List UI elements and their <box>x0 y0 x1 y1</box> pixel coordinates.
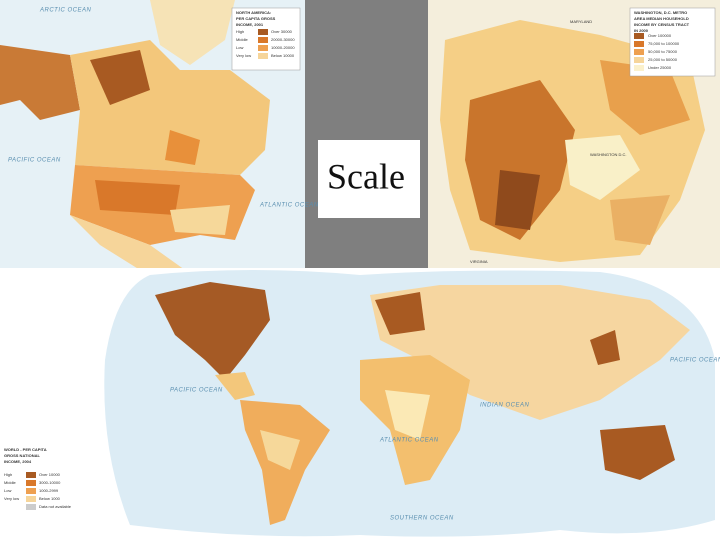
legend-swatch <box>634 41 644 47</box>
legend-swatch <box>26 472 36 478</box>
legend-swatch <box>634 49 644 55</box>
legend-level: Very low <box>236 53 251 58</box>
north-america-map <box>0 0 305 270</box>
legend-level: Middle <box>4 480 17 485</box>
map-label: PACIFIC OCEAN <box>8 158 61 164</box>
legend-swatch <box>258 29 268 35</box>
legend-label: Under 25000 <box>648 65 672 70</box>
legend-label: 50,000 to 75000 <box>648 49 678 54</box>
legend-level: Middle <box>236 37 249 42</box>
map-label: SOUTHERN OCEAN <box>390 516 454 522</box>
map-label: ATLANTIC OCEAN <box>379 438 439 444</box>
map-title: WORLD - PER CAPITA <box>4 447 47 452</box>
legend-swatch <box>634 57 644 63</box>
legend-range: Below 10000 <box>271 53 295 58</box>
legend-range: 3000-10000 <box>39 480 61 485</box>
map-label: PACIFIC OCEAN <box>670 358 720 364</box>
legend-range: Over 30000 <box>271 29 293 34</box>
legend-level: Low <box>236 45 243 50</box>
legend-swatch <box>258 37 268 43</box>
map-title: GROSS NATIONAL <box>4 453 40 458</box>
map-label: MARYLAND <box>570 19 592 24</box>
title-box <box>318 140 420 218</box>
gray-panel <box>305 0 428 270</box>
map-label: VIRGINIA <box>470 259 488 264</box>
legend-swatch <box>26 488 36 494</box>
dc-metro-map <box>428 0 720 270</box>
legend-label: Over 100000 <box>648 33 672 38</box>
legend-range: 20000-30000 <box>271 37 295 42</box>
legend-range: Data not available <box>39 504 72 509</box>
legend-swatch <box>26 496 36 502</box>
map-label: WASHINGTON D.C. <box>590 152 626 157</box>
legend-range: Over 10000 <box>39 472 61 477</box>
world-map <box>0 268 720 540</box>
map-title: INCOME, 2001 <box>236 22 264 27</box>
legend-swatch <box>258 45 268 51</box>
legend-range: 1000-2999 <box>39 488 59 493</box>
legend-level: High <box>4 472 12 477</box>
map-title: AREA MEDIAN HOUSEHOLD <box>634 16 689 21</box>
legend-swatch <box>26 504 36 510</box>
legend-level: Very low <box>4 496 19 501</box>
slide-title: Scale <box>327 156 405 196</box>
legend-swatch <box>258 53 268 59</box>
map-title: INCOME BY CENSUS TRACT <box>634 22 690 27</box>
map-title: INCOME, 2004 <box>4 459 32 464</box>
map-title: WASHINGTON, D.C. METRO <box>634 10 687 15</box>
legend-range: Below 1000 <box>39 496 61 501</box>
legend-swatch <box>634 33 644 39</box>
map-label: INDIAN OCEAN <box>480 403 530 409</box>
legend-level: Low <box>4 488 11 493</box>
map-label: ARCTIC OCEAN <box>39 8 92 14</box>
legend-swatch <box>634 65 644 71</box>
map-label: PACIFIC OCEAN <box>170 388 223 394</box>
map-title: IN 2000 <box>634 28 649 33</box>
map-label: ATLANTIC OCEAN <box>259 203 319 209</box>
legend-label: 75,000 to 100000 <box>648 41 680 46</box>
map-title: NORTH AMERICA: <box>236 10 271 15</box>
map-title: PER CAPITA GROSS <box>236 16 276 21</box>
legend-swatch <box>26 480 36 486</box>
legend-label: 25,000 to 50000 <box>648 57 678 62</box>
legend-level: High <box>236 29 244 34</box>
legend-range: 10000-20000 <box>271 45 295 50</box>
